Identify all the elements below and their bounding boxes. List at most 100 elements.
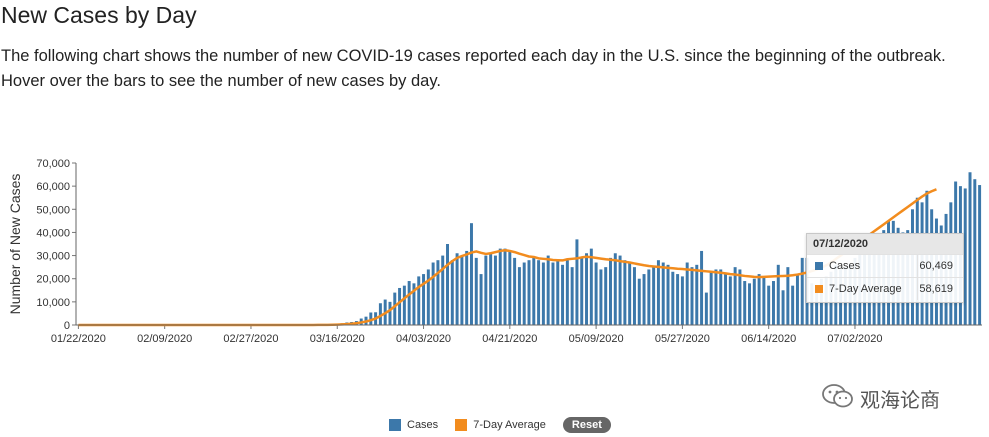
bar-cases[interactable]: [446, 244, 449, 325]
legend-item-average[interactable]: 7-Day Average: [455, 417, 546, 433]
bar-cases[interactable]: [695, 264, 699, 325]
bar-cases[interactable]: [685, 262, 689, 325]
bar-cases[interactable]: [422, 274, 426, 325]
bar-cases[interactable]: [570, 267, 574, 325]
bar-cases[interactable]: [469, 223, 473, 325]
bar-cases[interactable]: [815, 285, 819, 325]
bar-cases[interactable]: [810, 283, 814, 325]
bar-cases[interactable]: [556, 260, 560, 325]
bar-cases[interactable]: [795, 274, 799, 325]
bar-cases[interactable]: [537, 260, 541, 325]
bar-cases[interactable]: [532, 257, 536, 325]
bar-cases[interactable]: [786, 267, 790, 325]
bar-cases[interactable]: [776, 264, 780, 325]
bar-cases[interactable]: [517, 267, 521, 325]
bar-cases[interactable]: [762, 276, 766, 325]
bar-cases[interactable]: [752, 278, 756, 325]
bar-cases[interactable]: [484, 255, 488, 325]
bar-cases[interactable]: [513, 257, 517, 325]
bar-cases[interactable]: [589, 248, 593, 325]
bar-cases[interactable]: [541, 262, 545, 325]
bar-cases[interactable]: [704, 292, 708, 325]
bar-cases[interactable]: [728, 276, 732, 325]
bar-cases[interactable]: [791, 285, 795, 325]
bar-cases[interactable]: [493, 255, 497, 325]
bar-cases[interactable]: [978, 185, 982, 325]
bar-cases[interactable]: [441, 255, 445, 325]
bar-cases[interactable]: [642, 274, 646, 325]
bar-cases[interactable]: [479, 274, 483, 325]
bar-cases[interactable]: [656, 260, 660, 325]
bar-cases[interactable]: [561, 264, 565, 325]
bar-cases[interactable]: [748, 283, 751, 325]
bar-cases[interactable]: [465, 250, 469, 325]
bar-cases[interactable]: [676, 274, 680, 325]
bar-cases[interactable]: [800, 257, 804, 325]
bar-cases[interactable]: [743, 281, 747, 325]
bar-cases[interactable]: [767, 285, 771, 325]
bar-cases[interactable]: [412, 283, 416, 325]
bar-cases[interactable]: [733, 267, 737, 325]
bar-cases[interactable]: [417, 276, 421, 325]
bar-cases[interactable]: [551, 262, 555, 325]
bar-cases[interactable]: [398, 287, 402, 325]
bar-cases[interactable]: [378, 303, 382, 325]
bar-cases[interactable]: [407, 281, 411, 325]
bar-cases[interactable]: [503, 248, 507, 325]
bar-cases[interactable]: [623, 260, 627, 325]
bar-cases[interactable]: [460, 255, 464, 325]
bar-cases[interactable]: [618, 255, 622, 325]
bar-cases[interactable]: [647, 269, 651, 325]
bar-cases[interactable]: [738, 269, 742, 325]
bar-cases[interactable]: [489, 253, 493, 325]
bar-cases[interactable]: [613, 253, 617, 325]
bar-cases[interactable]: [661, 262, 665, 325]
bar-cases[interactable]: [426, 269, 430, 325]
bar-cases[interactable]: [714, 269, 718, 325]
bar-cases[interactable]: [652, 267, 656, 325]
bar-cases[interactable]: [680, 276, 684, 325]
bar-cases[interactable]: [393, 292, 397, 325]
bar-cases[interactable]: [724, 274, 728, 325]
bar-cases[interactable]: [388, 301, 392, 325]
average-swatch-icon: [815, 285, 823, 293]
bar-cases[interactable]: [700, 250, 704, 325]
bar-cases[interactable]: [369, 312, 373, 325]
average-legend-swatch-icon: [455, 419, 468, 432]
bar-cases[interactable]: [474, 257, 478, 325]
bar-cases[interactable]: [527, 260, 531, 325]
bar-cases[interactable]: [666, 264, 670, 325]
bar-cases[interactable]: [431, 262, 435, 325]
bar-cases[interactable]: [609, 257, 612, 325]
bar-cases[interactable]: [594, 262, 598, 325]
bar-cases[interactable]: [580, 257, 584, 325]
bar-cases[interactable]: [565, 260, 569, 325]
bar-cases[interactable]: [599, 269, 603, 325]
bar-cases[interactable]: [436, 260, 440, 325]
bar-cases[interactable]: [546, 255, 550, 325]
bar-cases[interactable]: [498, 248, 502, 325]
bar-cases[interactable]: [450, 260, 454, 325]
bar-cases[interactable]: [402, 285, 406, 325]
bar-cases[interactable]: [575, 239, 579, 325]
bar-cases[interactable]: [963, 188, 967, 325]
bar-cases[interactable]: [709, 271, 713, 325]
bar-cases[interactable]: [628, 262, 632, 325]
bar-cases[interactable]: [968, 172, 972, 325]
bar-cases[interactable]: [719, 269, 723, 325]
bar-cases[interactable]: [455, 253, 459, 325]
bar-cases[interactable]: [771, 281, 775, 325]
bar-cases[interactable]: [973, 179, 977, 325]
bar-cases[interactable]: [781, 290, 785, 325]
bar-cases[interactable]: [585, 253, 589, 325]
bar-cases[interactable]: [757, 274, 761, 325]
bar-cases[interactable]: [632, 267, 636, 325]
reset-button[interactable]: Reset: [562, 417, 611, 434]
bar-cases[interactable]: [508, 250, 512, 325]
bar-cases[interactable]: [637, 278, 641, 325]
legend-item-cases[interactable]: Cases: [389, 417, 438, 433]
bar-cases[interactable]: [671, 271, 675, 325]
bar-cases[interactable]: [690, 267, 694, 325]
bar-cases[interactable]: [604, 267, 608, 325]
bar-cases[interactable]: [522, 262, 526, 325]
